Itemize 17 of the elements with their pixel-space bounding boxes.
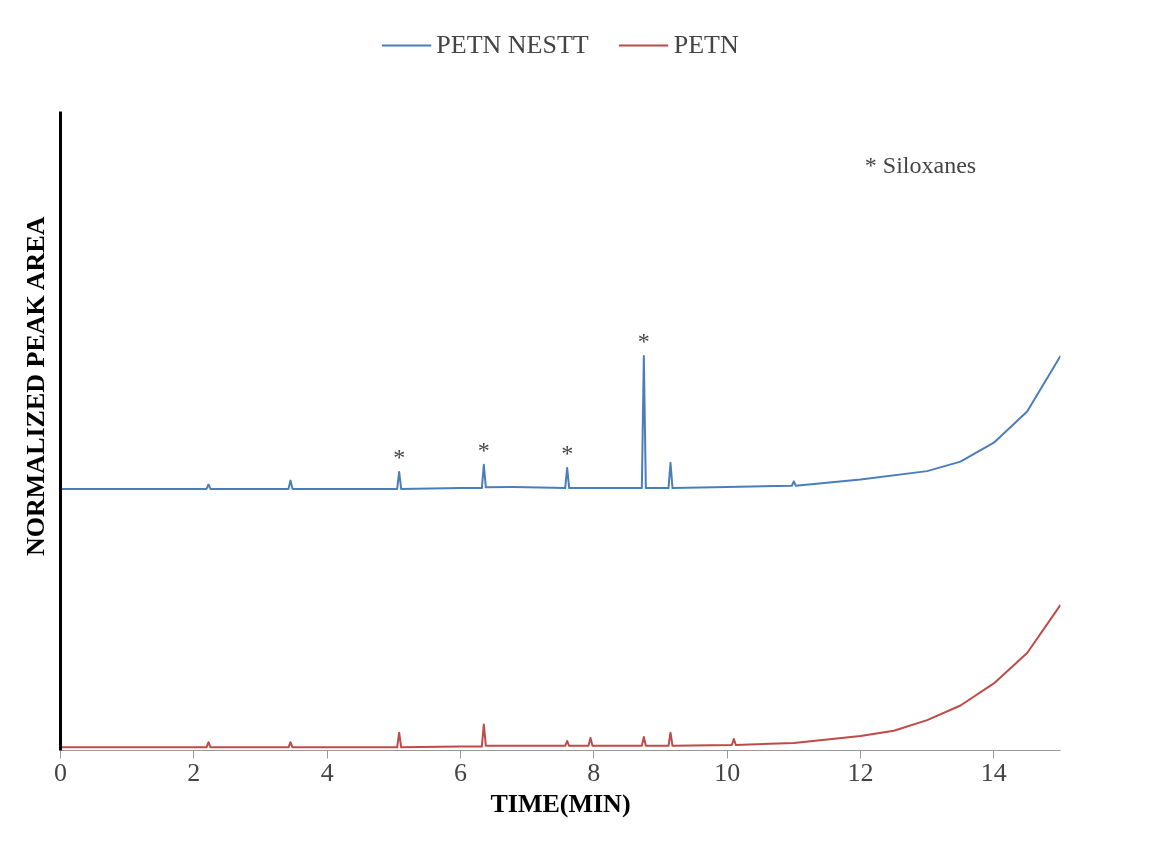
x-tick-label: 14 [980, 757, 1007, 787]
annotation: * [393, 443, 406, 470]
annotation: * [561, 439, 574, 466]
annotation: * [477, 436, 490, 463]
x-tick-label: 6 [454, 757, 467, 787]
y-axis-title: NORMALIZED PEAK AREA [20, 216, 50, 556]
legend-label: PETN NESTT [436, 30, 589, 60]
annotation: * [637, 327, 650, 354]
text: * Siloxanes [864, 152, 977, 179]
x-tick-label: 8 [587, 757, 601, 787]
x-tick-label: 0 [54, 757, 67, 787]
x-axis-title: TIME(MIN) [490, 788, 631, 818]
x-tick-label: 4 [320, 757, 334, 787]
legend-label: PETN [673, 30, 739, 60]
x-tick-label: 2 [187, 757, 201, 787]
x-tick-label: 12 [847, 757, 874, 787]
x-tick-label: 10 [714, 757, 741, 787]
